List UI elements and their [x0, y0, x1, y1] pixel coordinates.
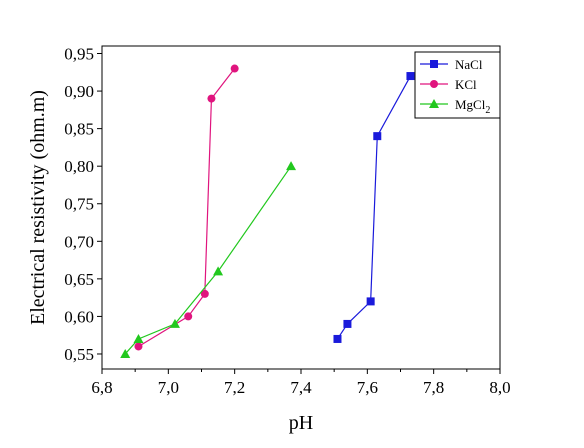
data-point-kcl	[207, 94, 216, 103]
data-point-mgcl2	[213, 266, 224, 276]
y-tick-label: 0,55	[64, 345, 94, 364]
y-tick-label: 0,80	[64, 157, 94, 176]
data-point-kcl	[200, 289, 209, 298]
data-point-kcl	[134, 342, 143, 351]
x-tick-label: 7,6	[357, 378, 378, 397]
data-point-mgcl2	[169, 318, 180, 328]
series-line-kcl	[138, 68, 236, 347]
series-mgcl2	[120, 161, 297, 358]
data-point-nacl	[366, 297, 375, 306]
y-tick-label: 0,65	[64, 270, 94, 289]
data-point-mgcl2	[286, 161, 297, 171]
data-point-nacl	[406, 72, 415, 81]
series-kcl	[134, 64, 239, 351]
y-tick-label: 0,70	[64, 232, 94, 251]
legend-marker-kcl	[430, 80, 438, 88]
legend-label-kcl: KCl	[455, 77, 477, 92]
data-point-kcl	[184, 312, 193, 321]
y-tick-label: 0,75	[64, 195, 94, 214]
data-point-kcl	[230, 64, 239, 73]
data-point-nacl	[333, 334, 342, 343]
data-point-mgcl2	[133, 333, 144, 343]
x-axis-title: pH	[289, 412, 313, 434]
y-tick-label: 0,85	[64, 120, 94, 139]
series-nacl	[333, 72, 415, 343]
data-point-nacl	[343, 319, 352, 328]
legend: NaCl KCl MgCl2	[414, 51, 501, 119]
y-tick-label: 0,95	[64, 45, 94, 64]
x-tick-label: 7,2	[224, 378, 245, 397]
x-tick-label: 7,0	[158, 378, 179, 397]
x-tick-label: 7,8	[423, 378, 444, 397]
legend-marker-nacl	[430, 60, 438, 68]
x-tick-label: 8,0	[489, 378, 510, 397]
plot-frame	[101, 45, 501, 370]
legend-box	[414, 51, 501, 119]
data-point-mgcl2	[120, 348, 131, 358]
x-tick-label: 7,4	[290, 378, 312, 397]
y-tick-label: 0,60	[64, 307, 94, 326]
y-axis-title: Electrical resistivity (ohm.m)	[27, 90, 49, 325]
y-tick-label: 0,90	[64, 82, 94, 101]
series-layer	[120, 64, 415, 358]
x-tick-label: 6,8	[91, 378, 112, 397]
ticks-layer: 6,8 7,0 7,2 7,4 7,6 7,8 8,0 0,55 0,60 0,65 0,70 0,7…	[64, 45, 510, 397]
data-point-nacl	[373, 132, 382, 141]
legend-label-mgcl2: MgCl2	[455, 97, 490, 116]
legend-label-nacl: NaCl	[455, 57, 483, 72]
legend-marker-mgcl2	[429, 99, 439, 108]
